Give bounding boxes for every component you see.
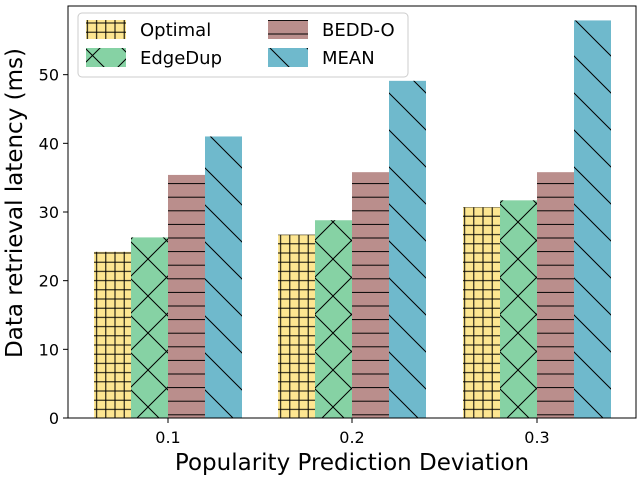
bar-optimal-0.1 (94, 251, 131, 418)
legend-item-optimal: Optimal (86, 20, 211, 41)
y-tick-label: 10 (39, 340, 59, 359)
bars-layer (94, 20, 611, 418)
y-axis-label: Data retrieval latency (ms) (2, 48, 28, 358)
bar-mean-0.3 (574, 20, 611, 418)
bar-edgedup-0.2 (315, 220, 352, 418)
x-tick-label: 0.2 (339, 428, 364, 447)
x-axis-label: Popularity Prediction Deviation (175, 450, 529, 476)
y-tick-label: 40 (39, 134, 59, 153)
bar-bedd-o-0.3 (537, 172, 574, 418)
y-tick-label: 50 (39, 66, 59, 85)
x-tick-label: 0.3 (524, 428, 549, 447)
legend-item-bedd-o: BEDD-O (268, 20, 395, 41)
legend-item-edgedup: EdgeDup (86, 48, 222, 69)
legend-label: BEDD-O (322, 20, 395, 41)
bar-edgedup-0.3 (500, 200, 537, 418)
y-tick-label: 20 (39, 272, 59, 291)
legend: Optimal EdgeDup BEDD-O MEAN (77, 12, 409, 78)
bar-optimal-0.3 (463, 207, 500, 418)
bar-bedd-o-0.1 (168, 174, 205, 418)
bar-mean-0.2 (389, 80, 426, 418)
bar-mean-0.1 (205, 136, 242, 418)
legend-label: Optimal (140, 20, 211, 41)
legend-label: MEAN (322, 48, 375, 69)
bar-bedd-o-0.2 (352, 172, 389, 418)
legend-item-mean: MEAN (268, 48, 375, 69)
axes-layer: 0 10 20 30 40 50 0.1 0.2 0.3 (39, 5, 637, 447)
y-tick-label: 30 (39, 203, 59, 222)
bar-edgedup-0.1 (131, 237, 168, 418)
y-tick-label: 0 (49, 409, 59, 428)
bar-optimal-0.2 (278, 234, 315, 418)
legend-box (77, 12, 409, 78)
x-tick-label: 0.1 (155, 428, 180, 447)
legend-label: EdgeDup (140, 48, 222, 69)
